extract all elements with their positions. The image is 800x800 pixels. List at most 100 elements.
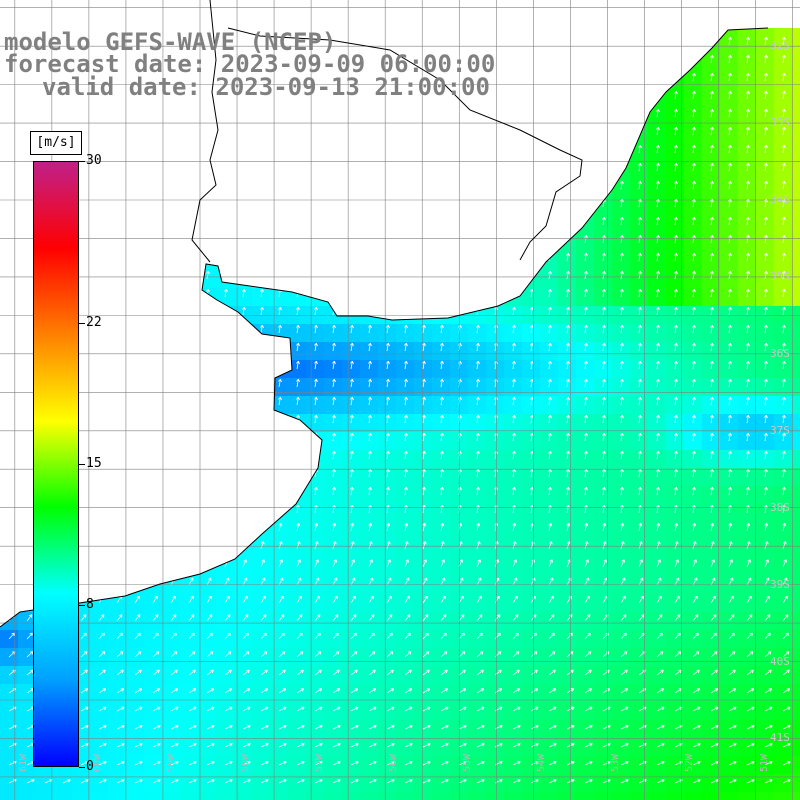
latitude-label: 40S	[770, 654, 790, 668]
wind-arrow	[440, 724, 449, 730]
wind-arrow	[674, 252, 678, 262]
wind-cell	[306, 594, 325, 613]
wind-arrow	[548, 595, 554, 604]
wind-arrow	[314, 724, 323, 730]
wind-cell	[792, 252, 800, 271]
wind-arrow	[692, 108, 696, 118]
wind-arrow	[206, 595, 212, 604]
wind-arrow	[584, 396, 588, 406]
wind-arrow	[332, 414, 336, 424]
wind-cell	[414, 432, 433, 451]
wind-arrow	[692, 270, 696, 280]
wind-arrow	[764, 486, 768, 496]
wind-cell	[540, 324, 559, 343]
wind-cell	[702, 504, 721, 523]
wind-arrow	[602, 216, 606, 226]
wind-cell	[378, 540, 397, 559]
wind-arrow	[602, 306, 606, 316]
wind-cell	[738, 792, 757, 800]
wind-cell	[360, 432, 379, 451]
wind-cell	[792, 504, 800, 523]
wind-cell	[756, 486, 775, 505]
longitude-label: 52W	[684, 753, 696, 772]
wind-arrow	[584, 632, 591, 640]
wind-cell	[504, 450, 523, 469]
wind-arrow	[728, 36, 732, 46]
wind-arrow	[782, 522, 787, 532]
wind-cell	[756, 450, 775, 469]
wind-arrow	[656, 414, 660, 424]
wind-cell	[792, 450, 800, 469]
wind-cell	[576, 360, 595, 379]
wind-arrow	[782, 162, 786, 172]
wind-arrow	[440, 414, 444, 424]
wind-cell	[306, 612, 325, 631]
wind-cell	[702, 540, 721, 559]
wind-cell	[774, 252, 793, 271]
wind-cell	[468, 594, 487, 613]
wind-cell	[360, 594, 379, 613]
wind-cell	[486, 594, 505, 613]
wind-arrow	[332, 688, 341, 694]
wind-arrow	[296, 778, 305, 784]
wind-cell	[540, 360, 559, 379]
wind-cell	[630, 594, 649, 613]
wind-arrow	[710, 669, 718, 676]
wind-arrow	[692, 688, 701, 694]
wind-cell	[540, 414, 559, 433]
wind-arrow	[674, 541, 679, 550]
wind-cell	[666, 324, 685, 343]
wind-arrow	[656, 144, 660, 154]
wind-cell	[468, 540, 487, 559]
wind-arrow	[476, 522, 481, 532]
wind-arrow	[710, 90, 714, 100]
wind-arrow	[746, 760, 755, 766]
wind-cell	[288, 792, 307, 800]
latitude-label: 38S	[770, 500, 790, 514]
wind-cell	[288, 324, 307, 343]
wind-arrow	[422, 724, 431, 730]
wind-arrow	[620, 724, 629, 730]
wind-arrow	[764, 522, 769, 532]
wind-arrow	[728, 324, 732, 334]
wind-arrow	[764, 432, 768, 442]
wind-cell	[792, 162, 800, 181]
wind-cell	[738, 90, 757, 109]
wind-arrow	[224, 742, 233, 748]
wind-arrow	[386, 760, 395, 766]
wind-cell	[702, 486, 721, 505]
wind-cell	[702, 594, 721, 613]
wind-arrow	[368, 614, 375, 622]
wind-arrow	[296, 577, 302, 586]
wind-arrow	[764, 742, 773, 748]
wind-arrow	[692, 651, 700, 658]
wind-cell	[432, 594, 451, 613]
wind-arrow	[620, 651, 628, 658]
wind-cell	[90, 612, 109, 631]
wind-arrow	[656, 288, 660, 298]
wind-arrow	[656, 742, 665, 748]
wind-arrow	[782, 144, 786, 154]
wind-arrow	[404, 378, 408, 388]
wind-arrow	[440, 595, 446, 604]
wind-cell	[774, 414, 793, 433]
wind-arrow	[764, 577, 770, 586]
wind-cell	[342, 504, 361, 523]
wind-cell	[738, 126, 757, 145]
wind-cell	[756, 414, 775, 433]
wind-arrow	[602, 270, 606, 280]
wind-cell	[648, 414, 667, 433]
wind-cell	[648, 270, 667, 289]
wind-cell	[468, 792, 487, 800]
wind-cell	[774, 504, 793, 523]
wind-cell	[774, 540, 793, 559]
wind-cell	[414, 324, 433, 343]
wind-arrow	[422, 432, 426, 442]
wind-cell	[648, 360, 667, 379]
wind-cell	[342, 360, 361, 379]
wind-arrow	[350, 688, 359, 694]
wind-arrow	[116, 760, 125, 766]
wind-arrow	[188, 706, 197, 712]
wind-cell	[648, 540, 667, 559]
wind-arrow	[710, 306, 714, 316]
